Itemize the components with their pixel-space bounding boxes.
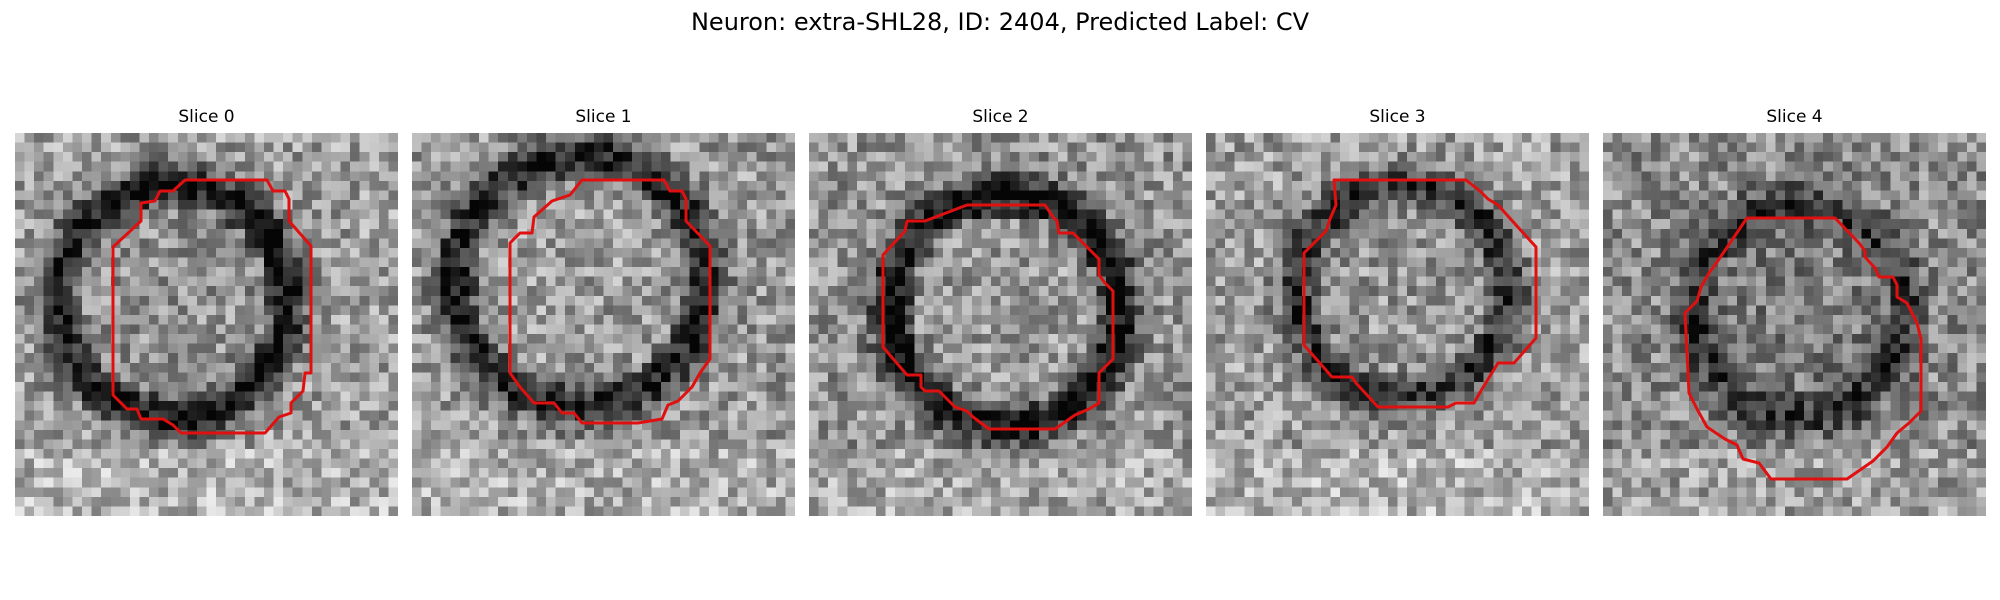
slice-panel-3: Slice 3 xyxy=(1206,106,1589,516)
contour-overlay-2 xyxy=(881,203,1115,431)
grayscale-slice-3 xyxy=(1206,133,1589,516)
slice-title-1: Slice 1 xyxy=(575,107,632,127)
slice-image-3 xyxy=(1206,133,1589,516)
slice-panel-4: Slice 4 xyxy=(1603,106,1986,516)
contour-overlay-1 xyxy=(508,178,712,425)
slice-title-4: Slice 4 xyxy=(1766,107,1823,127)
roi-contour-0 xyxy=(111,178,313,435)
slice-image-4 xyxy=(1603,133,1986,516)
figure-title: Neuron: extra-SHL28, ID: 2404, Predicted… xyxy=(690,8,1310,36)
contour-overlay-3 xyxy=(1302,178,1538,409)
grayscale-slice-2 xyxy=(809,133,1192,516)
slice-title-3: Slice 3 xyxy=(1369,107,1426,127)
slice-panel-1: Slice 1 xyxy=(412,106,795,516)
slice-title-2: Slice 2 xyxy=(972,107,1029,127)
contour-overlay-4 xyxy=(1683,216,1923,481)
roi-contour-2 xyxy=(881,203,1115,431)
grayscale-slice-4 xyxy=(1603,133,1986,516)
roi-contour-4 xyxy=(1683,216,1923,481)
slice-title-0: Slice 0 xyxy=(178,107,235,127)
roi-contour-1 xyxy=(508,178,712,425)
contour-overlay-0 xyxy=(111,178,313,435)
slice-panel-2: Slice 2 xyxy=(809,106,1192,516)
roi-contour-3 xyxy=(1302,178,1538,409)
grayscale-slice-0 xyxy=(15,133,398,516)
grayscale-slice-1 xyxy=(412,133,795,516)
slice-image-2 xyxy=(809,133,1192,516)
slice-image-0 xyxy=(15,133,398,516)
slice-panel-0: Slice 0 xyxy=(15,106,398,516)
slice-image-1 xyxy=(412,133,795,516)
